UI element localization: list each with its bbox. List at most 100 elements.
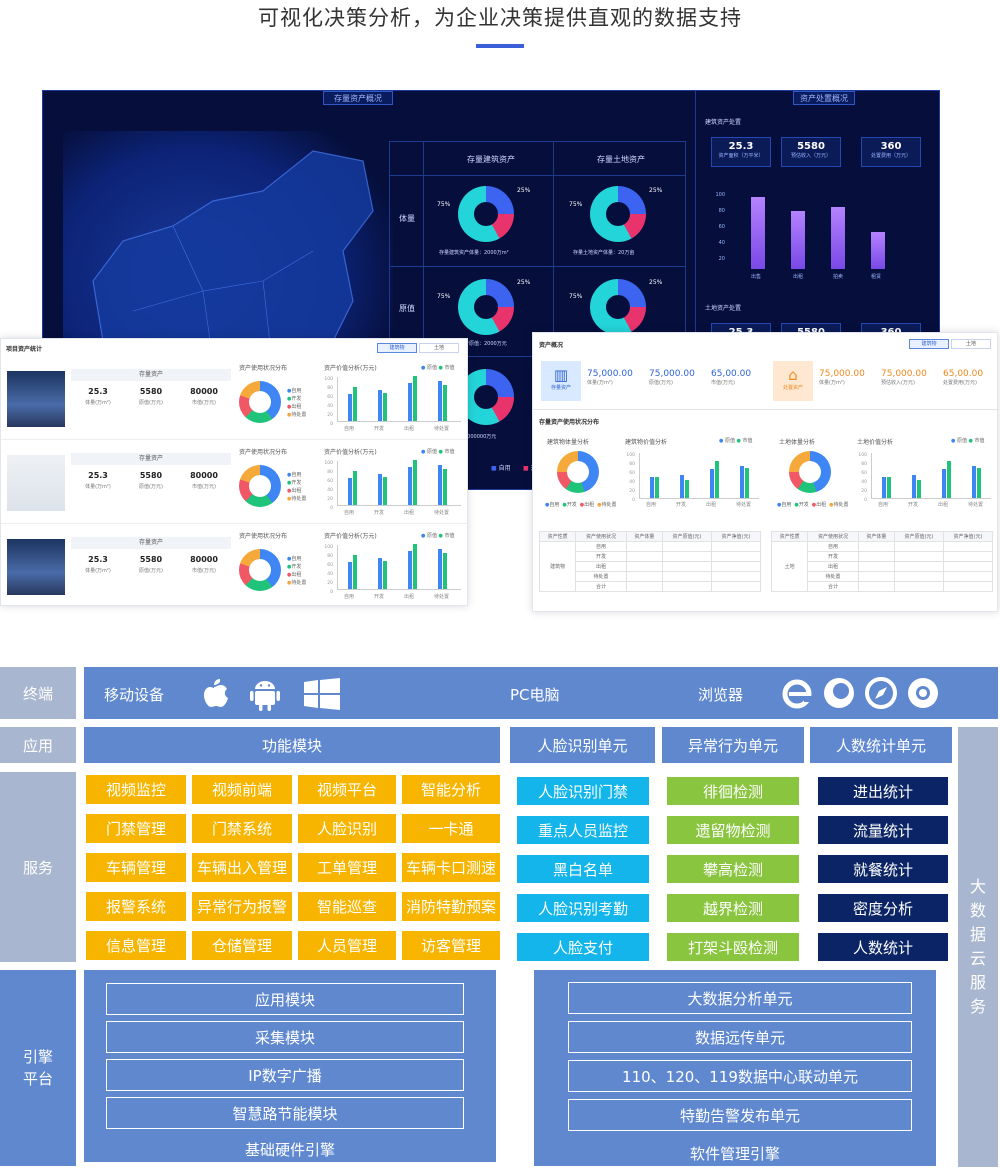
overview-tab-land[interactable]: 土地 xyxy=(951,339,991,349)
section-pie-title: 土地体量分析 xyxy=(779,439,816,446)
tab-land[interactable]: 土地 xyxy=(419,343,459,353)
engine-right-item[interactable]: 110、120、119数据中心联动单元 xyxy=(568,1060,912,1092)
engine-right-item[interactable]: 大数据分析单元 xyxy=(568,982,912,1014)
app-count-unit: 人数统计单元 xyxy=(810,727,952,763)
engine-right-item[interactable]: 特勤告警发布单元 xyxy=(568,1099,912,1131)
func-module-item[interactable]: 视频监控 xyxy=(86,775,186,804)
func-module-item[interactable]: 视频平台 xyxy=(298,775,396,804)
func-module-item[interactable]: 消防特勤预案 xyxy=(402,892,500,921)
abnormal-module-item[interactable]: 徘徊检测 xyxy=(667,777,799,805)
func-module-item[interactable]: 仓储管理 xyxy=(192,931,292,960)
engine-left-item[interactable]: 采集模块 xyxy=(106,1021,464,1053)
func-module-item[interactable]: 信息管理 xyxy=(86,931,186,960)
bar-original xyxy=(378,474,382,505)
stock-asset-header: 存量资产 xyxy=(71,453,231,465)
bar-original xyxy=(408,466,412,505)
pie-legend: ●自用 ●开发 ●出租 ●待处置 xyxy=(777,502,849,508)
bar-original xyxy=(972,465,976,498)
bar-market xyxy=(383,477,387,505)
bar-market xyxy=(413,376,417,421)
func-module-item[interactable]: 智能分析 xyxy=(402,775,500,804)
bar-original xyxy=(650,477,654,498)
face-module-item[interactable]: 黑白名单 xyxy=(517,855,649,883)
bar-market xyxy=(745,468,749,498)
func-module-item[interactable]: 访客管理 xyxy=(402,931,500,960)
func-module-item[interactable]: 视频前端 xyxy=(192,775,292,804)
kpi-area: 25.3 资产面积（万平米） xyxy=(711,137,771,167)
face-module-item[interactable]: 人脸识别门禁 xyxy=(517,777,649,805)
count-module-item[interactable]: 就餐统计 xyxy=(818,855,948,883)
pct-label: 25% xyxy=(649,279,663,286)
abnormal-module-item[interactable]: 遗留物检测 xyxy=(667,816,799,844)
project-card-title: 项目资产统计 xyxy=(6,346,43,353)
func-module-item[interactable]: 车辆出入管理 xyxy=(192,853,292,882)
func-module-item[interactable]: 门禁管理 xyxy=(86,814,186,843)
func-module-item[interactable]: 报警系统 xyxy=(86,892,186,921)
dispose-asset-badge: ⌂ 处置资产 xyxy=(773,361,813,401)
func-module-item[interactable]: 门禁系统 xyxy=(192,814,292,843)
legend-item: ●自用 xyxy=(287,388,302,394)
count-module-item[interactable]: 密度分析 xyxy=(818,894,948,922)
bar-original xyxy=(740,465,744,498)
engine-left-item[interactable]: IP数字广播 xyxy=(106,1059,464,1091)
engine-left-item[interactable]: 应用模块 xyxy=(106,983,464,1015)
func-module-item[interactable]: 车辆管理 xyxy=(86,853,186,882)
pie-title: 资产使用状况分布 xyxy=(239,365,288,372)
legend-item: ●自用 xyxy=(287,472,302,478)
func-module-item[interactable]: 车辆卡口测速 xyxy=(402,853,500,882)
right-sub-building: 建筑资产处置 xyxy=(705,119,742,126)
pct-label: 75% xyxy=(569,293,583,300)
bar-original xyxy=(882,477,886,498)
bar-original xyxy=(438,464,442,505)
abnormal-module-item[interactable]: 越界检测 xyxy=(667,894,799,922)
bar-original xyxy=(408,550,412,589)
engine-left-item[interactable]: 智慧路节能模块 xyxy=(106,1097,464,1129)
legend-item: ●待处置 xyxy=(287,580,307,586)
func-module-item[interactable]: 人脸识别 xyxy=(298,814,396,843)
value-bar-chart: 自用 开发 出租 待处置 xyxy=(871,453,991,508)
bar-original xyxy=(912,475,916,498)
func-module-item[interactable]: 人员管理 xyxy=(298,931,396,960)
disposal-bar xyxy=(871,232,885,269)
abnormal-module-item[interactable]: 打架斗殴检测 xyxy=(667,933,799,961)
count-module-item[interactable]: 流量统计 xyxy=(818,816,948,844)
abnormal-module-item[interactable]: 攀高检测 xyxy=(667,855,799,883)
engine-right-item[interactable]: 数据远传单元 xyxy=(568,1021,912,1053)
project-thumbnail xyxy=(7,371,65,427)
bar-market xyxy=(353,387,357,421)
count-module-item[interactable]: 进出统计 xyxy=(818,777,948,805)
overview-tab-building[interactable]: 建筑物 xyxy=(909,339,949,349)
count-module-item[interactable]: 人数统计 xyxy=(818,933,948,961)
legend-item: ●出租 xyxy=(287,572,302,578)
face-module-item[interactable]: 人脸支付 xyxy=(517,933,649,961)
project-kpi: 80000 市值(万元) xyxy=(190,471,218,490)
dashboard-right-title: 资产处置概况 xyxy=(793,91,855,105)
chrome-icon xyxy=(906,676,940,715)
bar-market xyxy=(443,385,447,421)
project-kpi: 5580 原值(万元) xyxy=(139,387,163,406)
func-module-item[interactable]: 异常行为报警 xyxy=(192,892,292,921)
face-module-item[interactable]: 人脸识别考勤 xyxy=(517,894,649,922)
value-bar-chart: 自用 开发 出租 待处置 xyxy=(337,376,461,432)
pie-title: 资产使用状况分布 xyxy=(239,449,288,456)
legend-item: ●出租 xyxy=(287,404,302,410)
section-pie-title: 建筑物体量分析 xyxy=(547,439,590,446)
tab-building[interactable]: 建筑物 xyxy=(377,343,417,353)
func-module-item[interactable]: 智能巡查 xyxy=(298,892,396,921)
project-kpi: 25.3 体量(万m²) xyxy=(85,387,111,406)
caption-building-value: 存量建筑资产原值：2000万元 xyxy=(439,341,507,347)
legend-item: ●开发 xyxy=(287,396,302,402)
bar-market xyxy=(443,553,447,589)
app-face-unit: 人脸识别单元 xyxy=(510,727,655,763)
engine-right-footer: 软件管理引擎 xyxy=(689,1144,780,1163)
bar-market xyxy=(917,479,921,498)
legend-item: ●出租 xyxy=(287,488,302,494)
legend-self-use: ■ 自用 xyxy=(491,465,511,472)
safari-icon xyxy=(864,676,898,715)
func-module-item[interactable]: 工单管理 xyxy=(298,853,396,882)
bar-market xyxy=(685,479,689,498)
face-module-item[interactable]: 重点人员监控 xyxy=(517,816,649,844)
asset-table: 资产性质 资产使用状况 资产体量 资产原值(元) 资产净值(元) 土地 自用 开发 出租 待处置合… xyxy=(770,531,994,592)
func-module-item[interactable]: 一卡通 xyxy=(402,814,500,843)
caption-land-area: 存量土地资产体量：20万亩 xyxy=(573,250,635,256)
